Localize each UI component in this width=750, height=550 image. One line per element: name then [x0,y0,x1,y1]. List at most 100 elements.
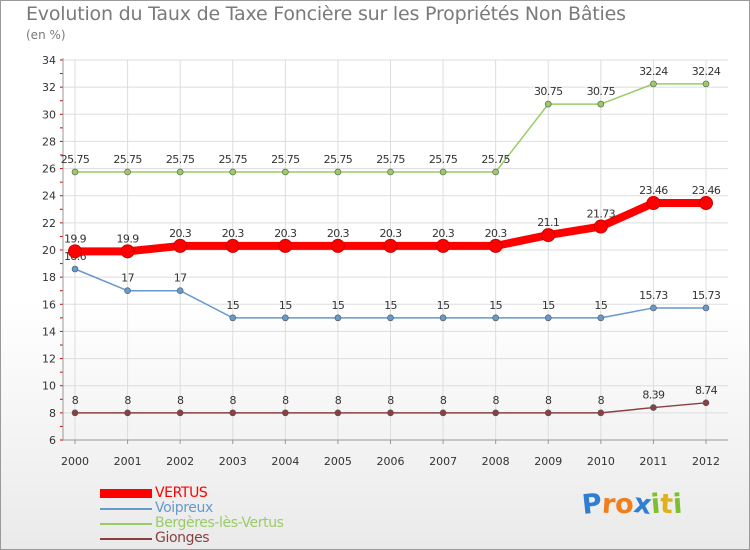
data-point-berg-res-l-s-vertus [124,168,131,176]
data-point-voipreux [492,314,499,322]
data-point-berg-res-l-s-vertus [492,168,499,176]
y-tick-label: 22 [42,217,56,230]
x-tick-label: 2005 [324,455,352,468]
x-tick-label: 2006 [377,455,405,468]
data-point-berg-res-l-s-vertus [544,100,552,108]
data-label-voipreux: 15 [332,299,345,312]
legend: VERTUS Voipreux Bergères-lès-Vertus Gionges [100,486,284,546]
data-label-vertus: 23.46 [639,184,668,197]
data-point-berg-res-l-s-vertus [597,100,605,108]
data-label-berg-res-l-s-vertus: 25.75 [271,153,300,166]
data-label-vertus: 20.3 [327,227,350,240]
data-label-berg-res-l-s-vertus: 32.24 [639,65,668,78]
data-point-gionges [544,409,552,417]
data-point-gionges [334,409,342,417]
data-point-gionges [71,409,79,417]
data-point-voipreux [176,287,184,295]
data-label-voipreux: 15 [594,299,607,312]
data-label-berg-res-l-s-vertus: 25.75 [429,153,458,166]
data-point-voipreux [597,314,605,322]
data-label-voipreux: 15 [489,299,502,312]
legend-label-berg-res-l-s-vertus: Bergères-lès-Vertus [155,515,284,531]
x-tick-label: 2010 [587,455,615,468]
data-point-gionges [650,404,657,411]
data-point-vertus [593,219,608,234]
data-point-gionges [439,409,447,417]
data-point-voipreux [387,314,394,322]
data-label-voipreux: 15 [542,299,555,312]
data-label-gionges: 8 [72,394,79,407]
data-point-gionges [702,399,710,407]
data-label-gionges: 8 [230,394,237,407]
data-point-berg-res-l-s-vertus [650,80,657,88]
x-tick-label: 2001 [114,455,142,468]
data-label-vertus: 21.1 [537,216,559,229]
data-label-voipreux: 15 [384,299,397,312]
data-label-gionges: 8 [177,394,184,407]
legend-label-gionges: Gionges [155,530,210,546]
data-label-voipreux: 15.73 [639,289,668,302]
data-point-vertus [120,244,135,259]
data-point-berg-res-l-s-vertus [702,80,710,88]
data-label-berg-res-l-s-vertus: 25.75 [324,153,353,166]
data-label-vertus: 21.73 [587,208,616,221]
x-tick-label: 2003 [219,455,247,468]
data-point-voipreux [124,287,131,295]
data-point-vertus [541,228,556,243]
data-label-gionges: 8 [545,394,552,407]
y-tick-label: 34 [42,54,56,67]
data-point-voipreux [650,304,657,312]
data-label-voipreux: 15 [279,299,292,312]
y-tick-label: 18 [42,271,56,284]
unit-label: (en %) [26,28,66,42]
data-point-vertus [225,238,240,253]
data-label-berg-res-l-s-vertus: 32.24 [692,65,721,78]
legend-swatch-berg-res-l-s-vertus [100,522,152,525]
x-tick-label: 2000 [61,455,89,468]
y-tick-label: 30 [42,108,56,121]
data-point-gionges [229,409,237,417]
data-label-gionges: 8 [335,394,342,407]
data-label-berg-res-l-s-vertus: 25.75 [61,153,90,166]
data-point-berg-res-l-s-vertus [387,168,394,176]
data-point-vertus [488,238,503,253]
data-point-voipreux [439,314,447,322]
data-point-gionges [124,409,131,417]
logo-letter: i [672,488,684,521]
legend-item-voipreux: Voipreux [100,501,284,516]
legend-swatch-gionges [100,537,152,540]
data-label-voipreux: 15 [226,299,239,312]
data-point-gionges [176,409,184,417]
data-point-vertus [383,238,398,253]
data-label-berg-res-l-s-vertus: 25.75 [376,153,405,166]
data-point-vertus [278,238,293,253]
data-point-voipreux [282,314,289,322]
legend-swatch-voipreux [100,507,152,510]
legend-label-vertus: VERTUS [155,485,208,501]
data-label-vertus: 20.3 [274,227,297,240]
x-tick-label: 2012 [692,455,720,468]
y-tick-label: 24 [42,190,56,203]
x-tick-label: 2011 [639,455,667,468]
y-tick-label: 8 [49,407,56,420]
data-point-vertus [699,196,713,211]
data-label-gionges: 8 [440,394,447,407]
data-point-voipreux [702,304,710,312]
data-point-vertus [68,244,82,259]
data-point-vertus [330,238,345,253]
data-label-vertus: 19.9 [64,232,87,245]
y-tick-label: 26 [42,163,56,176]
y-tick-label: 10 [42,380,56,393]
data-point-gionges [597,409,605,417]
legend-swatch-vertus [100,489,152,498]
data-label-vertus: 20.3 [379,227,402,240]
data-label-voipreux: 17 [121,272,134,285]
data-label-vertus: 20.3 [222,227,245,240]
data-label-berg-res-l-s-vertus: 25.75 [166,153,195,166]
y-tick-label: 14 [42,325,56,338]
data-point-berg-res-l-s-vertus [71,168,79,176]
data-point-berg-res-l-s-vertus [176,168,184,176]
legend-item-gionges: Gionges [100,531,284,546]
chart-title: Evolution du Taux de Taxe Foncière sur l… [26,3,626,25]
